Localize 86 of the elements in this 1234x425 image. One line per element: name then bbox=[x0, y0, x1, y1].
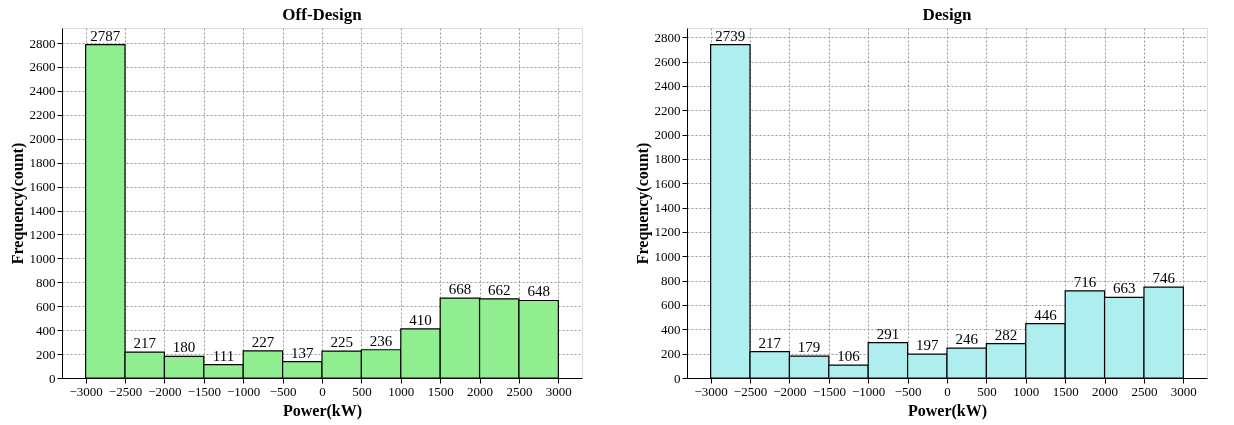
y-tick-label: 800 bbox=[36, 274, 56, 290]
x-tick-label: 2500 bbox=[1131, 383, 1158, 399]
y-tick-label: 2800 bbox=[29, 35, 56, 51]
y-tick-label: 1600 bbox=[654, 175, 681, 191]
x-tick-label: 3000 bbox=[545, 383, 572, 399]
data-label: 668 bbox=[448, 281, 472, 298]
x-axis-title: Power(kW) bbox=[907, 401, 988, 420]
chart-title: Design bbox=[922, 5, 973, 24]
y-tick-label: 1400 bbox=[654, 200, 681, 216]
y-tick-label: 1200 bbox=[29, 226, 56, 242]
y-tick-label: 1800 bbox=[29, 155, 56, 171]
y-tick-label: 0 bbox=[674, 370, 681, 386]
x-tick-label: 2000 bbox=[467, 383, 494, 399]
x-tick-label: 2000 bbox=[1092, 383, 1119, 399]
y-tick-label: 1000 bbox=[29, 250, 56, 266]
data-label: 197 bbox=[916, 337, 940, 354]
data-label: 648 bbox=[527, 283, 550, 300]
y-tick-label: 1000 bbox=[654, 248, 681, 264]
data-label: 291 bbox=[876, 325, 900, 342]
y-tick-label: 400 bbox=[661, 321, 681, 337]
y-tick-label: 2600 bbox=[29, 59, 56, 75]
y-tick-label: 2600 bbox=[654, 54, 681, 70]
data-label: 111 bbox=[212, 347, 235, 364]
data-label: 217 bbox=[758, 334, 782, 351]
x-tick-label: −1500 bbox=[187, 383, 221, 399]
x-tick-label: 1000 bbox=[388, 383, 415, 399]
data-label: 106 bbox=[837, 348, 861, 365]
x-tick-label: 1000 bbox=[1013, 383, 1040, 399]
y-tick-label: 1200 bbox=[654, 224, 681, 240]
data-label: 137 bbox=[291, 344, 315, 361]
data-label: 662 bbox=[488, 281, 511, 298]
x-tick-label: 0 bbox=[944, 383, 951, 399]
y-tick-label: 2400 bbox=[654, 78, 681, 94]
y-tick-label: 2200 bbox=[29, 107, 56, 123]
x-tick-label: 500 bbox=[352, 383, 372, 399]
data-label: 246 bbox=[955, 331, 979, 348]
data-label: 446 bbox=[1034, 306, 1058, 323]
x-tick-label: 1500 bbox=[427, 383, 454, 399]
data-label: 663 bbox=[1113, 280, 1136, 297]
data-label: 217 bbox=[133, 335, 157, 352]
y-tick-label: 200 bbox=[661, 346, 681, 362]
data-label: 225 bbox=[330, 334, 353, 351]
y-tick-label: 2400 bbox=[29, 83, 56, 99]
x-tick-label: 1500 bbox=[1052, 383, 1079, 399]
x-tick-label: 0 bbox=[319, 383, 326, 399]
data-label: 2739 bbox=[715, 27, 746, 44]
data-label: 746 bbox=[1152, 270, 1176, 287]
x-tick-label: −2500 bbox=[108, 383, 143, 399]
y-tick-label: 800 bbox=[661, 273, 681, 289]
data-label: 282 bbox=[994, 326, 1018, 343]
x-tick-label: −1000 bbox=[852, 383, 886, 399]
x-tick-label: 3000 bbox=[1170, 383, 1197, 399]
y-tick-label: 2800 bbox=[654, 29, 681, 45]
y-tick-label: 200 bbox=[36, 346, 56, 362]
y-axis-title: Frequency(count) bbox=[8, 142, 27, 265]
x-tick-label: −500 bbox=[894, 383, 922, 399]
x-tick-label: −2500 bbox=[733, 383, 768, 399]
x-tick-label: −500 bbox=[269, 383, 297, 399]
data-label: 716 bbox=[1073, 273, 1097, 290]
x-tick-label: −3000 bbox=[69, 383, 103, 399]
data-label: 179 bbox=[797, 339, 821, 356]
y-tick-label: 2000 bbox=[29, 131, 56, 147]
y-tick-label: 600 bbox=[661, 297, 681, 313]
data-label: 410 bbox=[409, 311, 432, 328]
data-label: 2787 bbox=[90, 27, 121, 44]
x-tick-label: −2000 bbox=[773, 383, 807, 399]
y-axis-title: Frequency(count) bbox=[633, 142, 652, 265]
chart-title: Off-Design bbox=[282, 5, 363, 24]
x-tick-label: −1000 bbox=[227, 383, 261, 399]
x-tick-label: 500 bbox=[977, 383, 997, 399]
y-tick-label: 0 bbox=[49, 370, 56, 386]
y-tick-label: 1600 bbox=[29, 179, 56, 195]
y-tick-label: 600 bbox=[36, 298, 56, 314]
data-label: 180 bbox=[172, 339, 196, 356]
x-axis-title: Power(kW) bbox=[282, 401, 363, 420]
y-tick-label: 2200 bbox=[654, 102, 681, 118]
x-tick-label: −1500 bbox=[812, 383, 846, 399]
data-label: 236 bbox=[369, 332, 393, 349]
x-tick-label: 2500 bbox=[506, 383, 533, 399]
y-tick-label: 1800 bbox=[654, 151, 681, 167]
data-label: 227 bbox=[251, 333, 275, 350]
y-tick-label: 400 bbox=[36, 322, 56, 338]
x-tick-label: −2000 bbox=[148, 383, 182, 399]
x-tick-label: −3000 bbox=[694, 383, 728, 399]
y-tick-label: 2000 bbox=[654, 127, 681, 143]
y-tick-label: 1400 bbox=[29, 203, 56, 219]
